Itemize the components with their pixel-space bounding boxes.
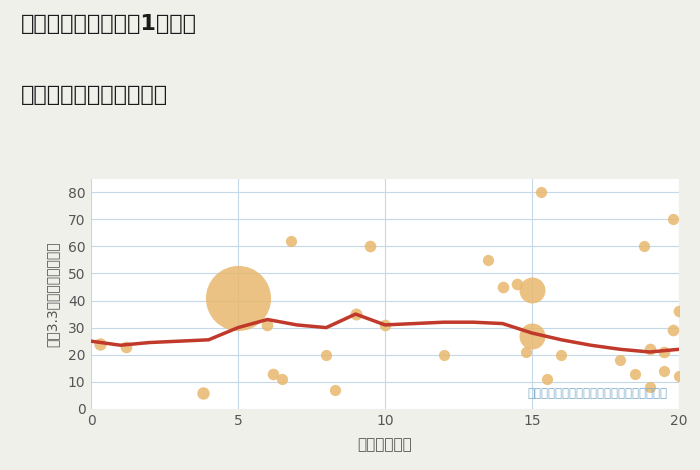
Point bbox=[276, 376, 288, 383]
Point bbox=[526, 286, 538, 293]
Point bbox=[350, 310, 361, 318]
Point bbox=[668, 327, 679, 334]
Point bbox=[482, 256, 493, 264]
Point bbox=[644, 384, 655, 391]
Point bbox=[638, 243, 650, 250]
Point bbox=[521, 348, 532, 356]
Point bbox=[659, 367, 670, 375]
Text: 三重県名張市希央台1番町の: 三重県名張市希央台1番町の bbox=[21, 14, 197, 34]
Point bbox=[379, 321, 391, 329]
Point bbox=[668, 215, 679, 223]
Point bbox=[94, 340, 106, 348]
Point bbox=[673, 307, 685, 315]
Text: 駅距離別中古戸建て価格: 駅距離別中古戸建て価格 bbox=[21, 85, 168, 105]
Point bbox=[197, 389, 209, 396]
Point bbox=[629, 370, 641, 377]
Point bbox=[541, 376, 552, 383]
Point bbox=[526, 332, 538, 339]
Point bbox=[673, 373, 685, 380]
Point bbox=[615, 356, 626, 364]
Point bbox=[536, 188, 547, 196]
Point bbox=[321, 351, 332, 359]
Point bbox=[262, 321, 273, 329]
Point bbox=[512, 281, 523, 288]
Point bbox=[232, 294, 244, 302]
Point bbox=[365, 243, 376, 250]
X-axis label: 駅距離（分）: 駅距離（分） bbox=[358, 437, 412, 452]
Point bbox=[556, 351, 567, 359]
Point bbox=[644, 345, 655, 353]
Point bbox=[438, 351, 449, 359]
Point bbox=[120, 343, 132, 350]
Y-axis label: 坪（3.3㎡）単価（万円）: 坪（3.3㎡）単価（万円） bbox=[46, 241, 60, 346]
Point bbox=[330, 386, 341, 394]
Point bbox=[267, 370, 279, 377]
Text: 円の大きさは、取引のあった物件面積を示す: 円の大きさは、取引のあった物件面積を示す bbox=[527, 387, 667, 400]
Point bbox=[659, 348, 670, 356]
Point bbox=[497, 283, 508, 291]
Point bbox=[286, 237, 297, 245]
